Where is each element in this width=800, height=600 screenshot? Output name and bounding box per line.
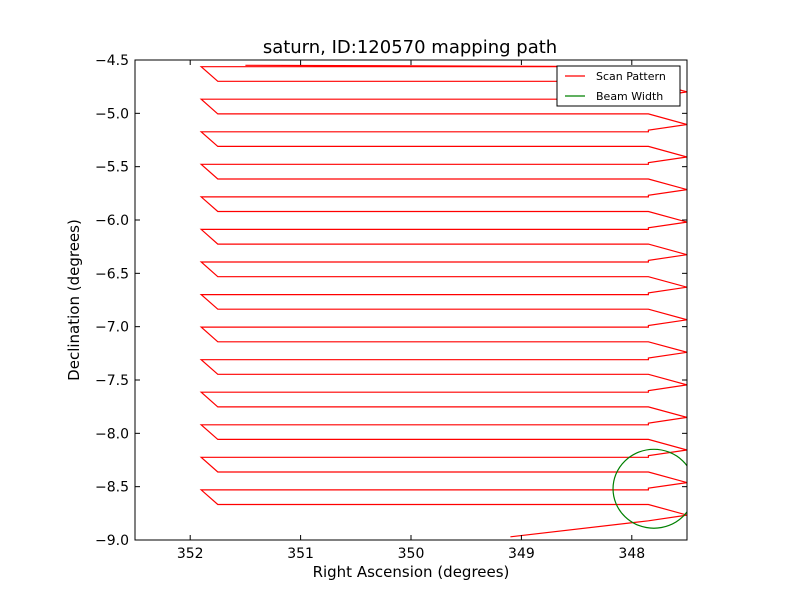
y-tick-label: −9.0 [95,533,129,549]
legend-frame [556,65,681,107]
legend: Scan Pattern Beam Width [556,65,681,107]
legend-beam-width-label: Beam Width [596,90,663,103]
y-tick-label: −8.5 [95,480,129,496]
legend-scan-pattern-label: Scan Pattern [596,70,666,83]
y-tick-label: −4.5 [95,53,129,69]
y-axis-label: Declination (degrees) [65,219,83,381]
y-tick-label: −6.0 [95,213,129,229]
plot-lines [199,64,687,538]
y-tick-label: −7.0 [95,320,129,336]
scan-pattern-line [199,64,687,538]
x-tick-label: 350 [398,546,425,562]
y-tick-label: −5.0 [95,106,129,122]
y-axis-ticks: −4.5 −5.0 −5.5 −6.0 −6.5 −7.0 −7.5 −8.0 −8.5 −9.0 [95,53,687,549]
x-tick-label: 352 [177,546,204,562]
y-tick-label: −7.5 [95,373,129,389]
beam-width-circle [612,448,687,529]
x-tick-label: 348 [618,546,645,562]
y-tick-label: −6.5 [95,266,129,282]
x-axis-ticks: 352 351 350 349 348 [177,60,645,562]
x-tick-label: 349 [508,546,535,562]
x-tick-label: 351 [287,546,314,562]
x-axis-label: Right Ascension (degrees) [313,563,510,581]
chart-title: saturn, ID:120570 mapping path [263,37,557,58]
y-tick-label: −8.0 [95,426,129,442]
y-tick-label: −5.5 [95,160,129,176]
